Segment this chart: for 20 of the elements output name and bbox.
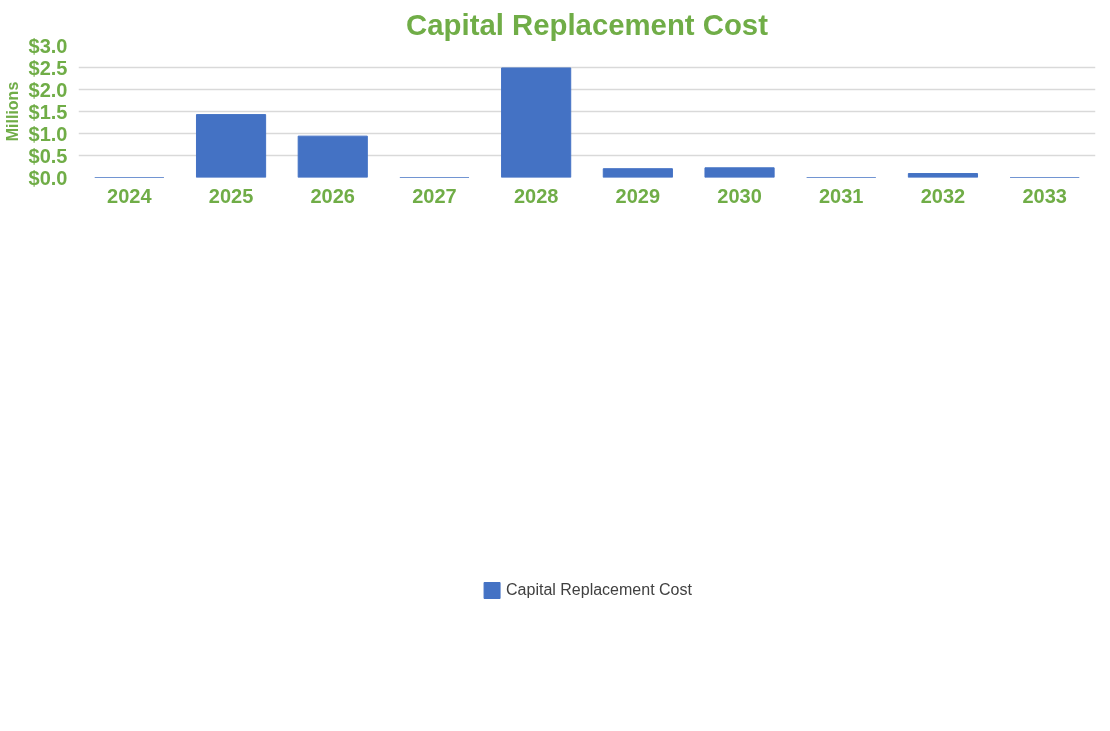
y-tick-label: $2.0	[28, 78, 68, 101]
y-tick-label: $3.0	[28, 34, 68, 57]
legend-label: Capital Replacement Cost	[506, 581, 692, 599]
chart-title: Capital Replacement Cost	[406, 7, 769, 41]
y-tick-label: $0.0	[28, 166, 68, 189]
x-tick-label: 2030	[717, 184, 762, 207]
y-tick-label: $2.5	[28, 56, 68, 79]
y-tick-label: $1.0	[28, 122, 68, 145]
y-axis-title: Millions	[3, 81, 21, 142]
x-tick-label: 2025	[208, 184, 254, 207]
x-tick-label: 2024	[107, 184, 153, 207]
x-tick-label: 2026	[310, 184, 355, 207]
x-tick-label: 2033	[1022, 184, 1067, 207]
x-tick-label: 2031	[819, 184, 864, 207]
x-tick-label: 2032	[920, 184, 966, 207]
x-tick-label: 2028	[513, 184, 559, 207]
y-tick-label: $0.5	[28, 144, 68, 167]
x-tick-label: 2029	[615, 184, 661, 207]
x-tick-label: 2027	[412, 184, 457, 207]
y-tick-label: $1.5	[28, 100, 68, 123]
